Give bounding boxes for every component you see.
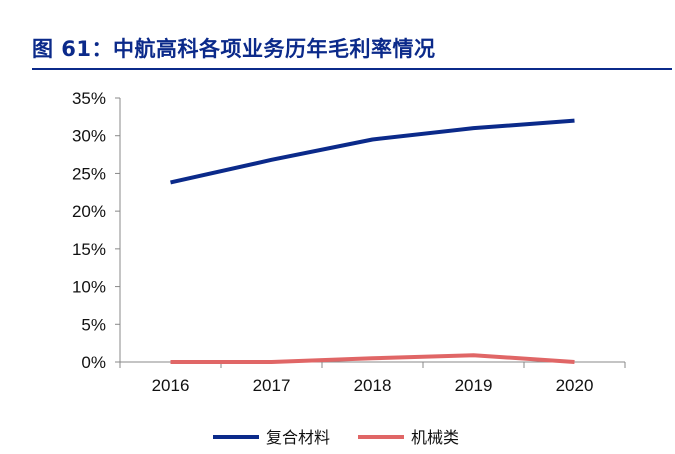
y-tick-label: 15% xyxy=(72,240,106,259)
x-tick-label: 2016 xyxy=(152,376,190,395)
y-tick-label: 20% xyxy=(72,202,106,221)
x-axis-ticks: 2016 2017 2018 2019 2020 xyxy=(119,362,626,395)
series-line-2 xyxy=(170,353,575,364)
y-tick-label: 35% xyxy=(72,89,106,108)
title-divider xyxy=(32,68,672,70)
y-tick-label: 0% xyxy=(81,353,106,372)
chart-legend: 复合材料 机械类 xyxy=(213,428,459,447)
chart-lines xyxy=(170,118,575,364)
chart-title: 图 61：中航高科各项业务历年毛利率情况 xyxy=(32,37,436,61)
x-tick-label: 2019 xyxy=(455,376,493,395)
legend-label-2: 机械类 xyxy=(411,428,459,447)
x-tick-label: 2018 xyxy=(354,376,392,395)
x-tick-label: 2017 xyxy=(253,376,291,395)
x-tick-label: 2020 xyxy=(556,376,594,395)
y-tick-label: 5% xyxy=(81,315,106,334)
y-tick-label: 30% xyxy=(72,127,106,146)
y-tick-label: 25% xyxy=(72,164,106,183)
legend-label-1: 复合材料 xyxy=(266,428,330,447)
y-axis-ticks: 0% 5% 10% 15% 20% 25% 30% 35% xyxy=(72,89,120,372)
y-tick-label: 10% xyxy=(72,278,106,297)
series-line-1 xyxy=(170,118,575,185)
